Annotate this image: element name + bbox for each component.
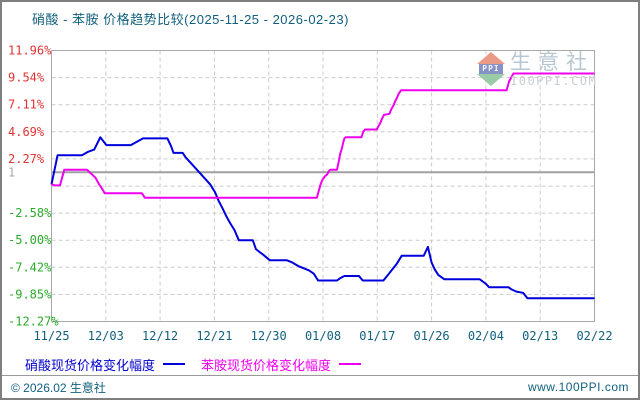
legend-line-aniline-icon bbox=[339, 363, 362, 365]
x-tick-label: 12/30 bbox=[251, 329, 287, 343]
footer-bar: © 2026.02 生意社 www.100PPI.com bbox=[2, 375, 638, 398]
y-tick-label: 9.54% bbox=[8, 71, 45, 85]
legend-label-aniline: 苯胺现货价格变化幅度 bbox=[201, 357, 332, 373]
chart-legend: 硝酸现货价格变化幅度 苯胺现货价格变化幅度 bbox=[25, 355, 362, 373]
y-tick-label: 11.96% bbox=[8, 44, 52, 58]
x-tick-label: 12/03 bbox=[88, 329, 124, 343]
y-tick-label: 2.27% bbox=[8, 152, 45, 166]
x-tick-label: 01/26 bbox=[414, 329, 450, 343]
legend-label-nitric-acid: 硝酸现货价格变化幅度 bbox=[25, 357, 156, 373]
page-title: 硝酸 - 苯胺 价格趋势比较(2025-11-25 - 2026-02-23) bbox=[32, 12, 349, 27]
y-tick-label: 7.11% bbox=[8, 98, 45, 112]
price-trend-chart: 11/25 12/03 12/12 12/21 12/30 01/08 01/17 01/26… bbox=[8, 44, 613, 344]
copyright-text: © 2026.02 生意社 bbox=[11, 380, 106, 395]
y-tick-label: -2.58% bbox=[8, 206, 52, 220]
x-tick-label: 01/08 bbox=[305, 329, 341, 343]
x-tick-label: 12/12 bbox=[142, 329, 178, 343]
y-tick-label: -9.85% bbox=[8, 287, 52, 301]
y-tick-label: -12.27% bbox=[8, 315, 59, 329]
y-tick-label: -5.00% bbox=[8, 233, 52, 247]
x-tick-label: 01/17 bbox=[359, 329, 395, 343]
series-line-nitric-acid bbox=[50, 136, 595, 300]
x-tick-label: 11/25 bbox=[33, 329, 69, 343]
legend-line-nitric-icon bbox=[163, 363, 186, 365]
plot-frame bbox=[51, 50, 595, 322]
x-tick-label: 02/13 bbox=[522, 329, 558, 343]
footer-url-link[interactable]: www.100PPI.com bbox=[527, 380, 629, 394]
y-tick-label: -7.42% bbox=[8, 260, 52, 274]
x-tick-label: 02/04 bbox=[468, 329, 504, 343]
x-tick-label: 02/22 bbox=[576, 329, 612, 343]
y-tick-label: 1 bbox=[8, 165, 15, 179]
x-tick-label: 12/21 bbox=[196, 329, 232, 343]
y-tick-label: 4.69% bbox=[8, 125, 45, 139]
series-line-aniline bbox=[51, 72, 595, 199]
